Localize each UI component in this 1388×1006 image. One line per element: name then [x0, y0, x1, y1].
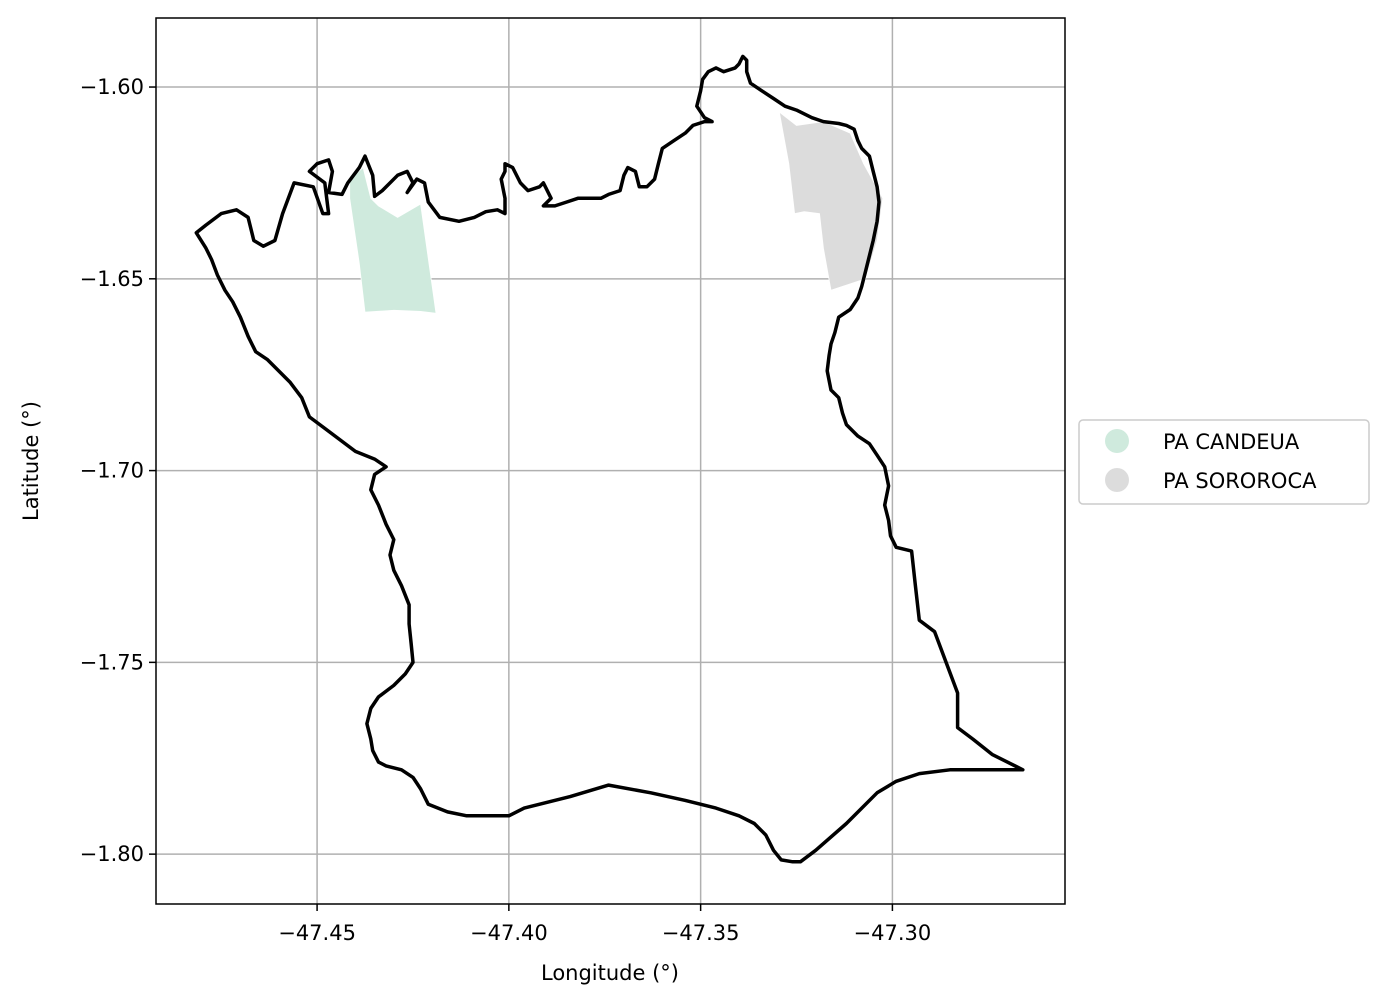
y-axis-label: Latitude (°): [19, 401, 43, 521]
y-tick-label-1-75: −1.75: [80, 650, 144, 674]
legend: PA CANDEUA PA SOROROCA: [1078, 419, 1370, 505]
legend-label-pa-sororoca: PA SOROROCA: [1163, 469, 1317, 493]
x-tick-label-47-40: −47.40: [470, 921, 548, 945]
legend-box: [1078, 419, 1370, 505]
land-parcels: [349, 111, 884, 314]
legend-label-pa-candeua: PA CANDEUA: [1163, 430, 1300, 454]
municipality-boundary: [194, 54, 1025, 864]
y-tick-label-1-60: −1.60: [80, 75, 144, 99]
x-tick-label-47-45: −47.45: [278, 921, 356, 945]
region-pa-candeua: [349, 166, 437, 314]
x-tick-label-47-35: −47.35: [662, 921, 740, 945]
legend-swatch-pa-candeua: [1105, 429, 1129, 453]
region-pa-sororoca: [778, 111, 884, 291]
y-tick-label-1-70: −1.70: [80, 459, 144, 483]
legend-swatch-pa-sororoca: [1105, 468, 1129, 492]
x-axis-label: Longitude (°): [541, 961, 679, 985]
y-axis-ticks: −1.60 −1.65 −1.70 −1.75 −1.80: [80, 75, 156, 866]
x-tick-label-47-30: −47.30: [854, 921, 932, 945]
boundary-outline: [194, 54, 1025, 864]
plot-frame: [155, 17, 1066, 905]
y-tick-label-1-65: −1.65: [80, 267, 144, 291]
x-axis-ticks: −47.45 −47.40 −47.35 −47.30: [278, 904, 931, 945]
y-tick-label-1-80: −1.80: [80, 842, 144, 866]
